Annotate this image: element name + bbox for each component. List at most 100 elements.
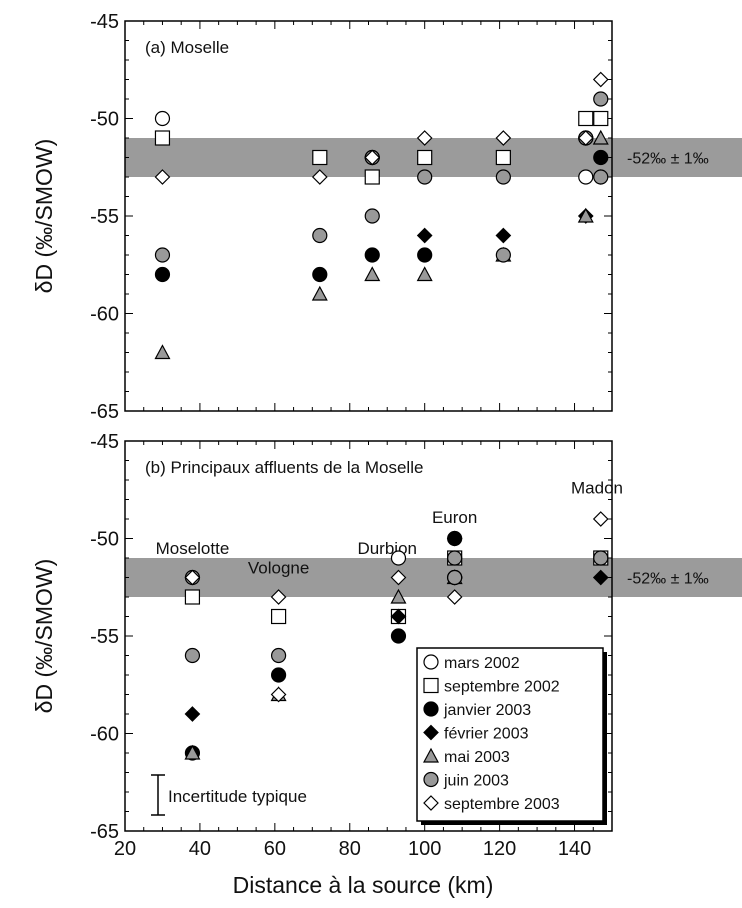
- x-tick-label: 140: [558, 838, 591, 860]
- legend-label: mars 2002: [444, 655, 520, 672]
- data-point: [446, 589, 463, 605]
- data-point: [312, 266, 328, 283]
- legend: mars 2002 septembre 2002 janvier 2003 févri…: [416, 647, 607, 825]
- x-tick-label: 40: [189, 838, 211, 860]
- data-point: [390, 608, 407, 625]
- data-point: [592, 129, 609, 145]
- data-point: [577, 207, 594, 223]
- data-point: [578, 169, 594, 185]
- legend-box: [416, 647, 604, 822]
- data-point: [592, 511, 609, 527]
- data-point: [184, 647, 201, 664]
- panel-label: (b) Principaux affluents de la Moselle: [145, 458, 423, 477]
- panel-label: (a) Moselle: [145, 38, 229, 57]
- data-point: [416, 266, 433, 282]
- x-tick-label: 80: [339, 838, 361, 860]
- data-point: [390, 588, 407, 604]
- x-tick-label: 60: [264, 838, 286, 860]
- data-point: [154, 110, 171, 127]
- data-point: [184, 569, 201, 586]
- annotation-label: Durbion: [357, 539, 417, 558]
- y-tick-label: -45: [90, 431, 119, 453]
- data-point: [270, 589, 287, 605]
- data-point: [495, 130, 512, 146]
- data-point: [364, 169, 380, 185]
- band-label: -52‰ ± 1‰: [627, 151, 709, 168]
- data-point: [447, 569, 463, 586]
- data-point: [495, 227, 512, 244]
- data-point: [495, 169, 511, 185]
- data-point: [578, 110, 594, 127]
- annotation-label: Madon: [571, 479, 623, 498]
- y-axis-label: δD (‰/SMOW): [31, 559, 57, 714]
- x-tick-label: 100: [408, 838, 441, 860]
- data-point: [364, 247, 380, 263]
- data-point: [495, 149, 511, 166]
- data-point: [417, 169, 433, 185]
- data-point: [593, 169, 609, 185]
- data-point: [364, 208, 380, 224]
- data-point: [312, 149, 328, 166]
- data-point: [390, 569, 407, 586]
- legend-marker: [423, 701, 439, 717]
- data-point: [593, 91, 609, 107]
- data-point: [417, 247, 433, 263]
- legend-label: mai 2003: [444, 749, 510, 766]
- data-point: [592, 71, 609, 88]
- annotation-label: Moselotte: [156, 539, 230, 558]
- data-point: [416, 130, 433, 146]
- data-point: [154, 344, 171, 360]
- legend-label: septembre 2003: [444, 796, 560, 813]
- y-tick-label: -55: [90, 206, 119, 228]
- data-point: [184, 589, 201, 605]
- band-label: -52‰ ± 1‰: [627, 571, 709, 588]
- annotation-label: Vologne: [248, 559, 309, 578]
- data-point: [593, 110, 609, 127]
- annotation-label: Euron: [432, 508, 477, 527]
- data-point: [593, 550, 609, 566]
- y-tick-label: -60: [90, 724, 119, 746]
- data-point: [184, 744, 201, 760]
- y-tick-label: -55: [90, 626, 119, 648]
- y-tick-label: -65: [90, 401, 119, 423]
- data-point: [270, 667, 287, 683]
- y-tick-label: -45: [90, 11, 119, 33]
- reference-band: [125, 138, 742, 177]
- data-point: [495, 247, 511, 263]
- data-point: [364, 266, 381, 282]
- panel-a: -52‰ ± 1‰ -45 -50 -55 -60 -65 δD (‰/SMOW) (a) M…: [31, 11, 742, 423]
- reference-band: [125, 558, 742, 597]
- y-tick-label: -50: [90, 109, 119, 131]
- data-point: [447, 550, 463, 566]
- legend-marker: [423, 654, 439, 670]
- x-tick-label: 120: [483, 838, 516, 860]
- data-point: [390, 550, 407, 566]
- data-point: [311, 169, 328, 185]
- y-tick-label: -65: [90, 821, 119, 843]
- y-tick-label: -60: [90, 304, 119, 326]
- y-tick-label: -50: [90, 529, 119, 551]
- data-point: [270, 647, 287, 664]
- data-point: [390, 628, 407, 644]
- data-point: [154, 169, 171, 185]
- legend-marker: [423, 724, 439, 741]
- data-point: [312, 227, 328, 244]
- legend-label: juin 2003: [443, 773, 509, 790]
- data-point: [154, 130, 171, 146]
- legend-label: février 2003: [444, 726, 529, 743]
- legend-label: septembre 2002: [444, 679, 560, 696]
- data-point: [577, 130, 594, 146]
- data-point: [154, 266, 171, 283]
- data-point: [364, 149, 381, 166]
- data-point: [270, 686, 287, 703]
- data-point: [592, 569, 609, 586]
- data-point: [184, 706, 201, 722]
- data-point: [417, 149, 433, 166]
- data-point: [270, 608, 287, 625]
- legend-marker: [423, 771, 439, 788]
- data-point: [311, 285, 328, 301]
- uncertainty-label: Incertitude typique: [168, 787, 307, 806]
- legend-marker: [422, 747, 440, 763]
